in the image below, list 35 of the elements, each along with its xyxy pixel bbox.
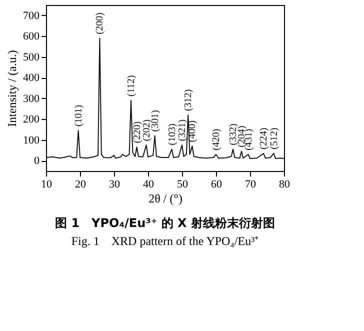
- x-tick-label: 50: [177, 178, 188, 190]
- text: Fig. 1 XRD pattern of the YPO₄/Eu³⁺: [71, 234, 259, 248]
- y-tick-label: 700: [23, 10, 40, 22]
- y-tick-label: 0: [34, 155, 40, 168]
- annotation: (200): [94, 12, 106, 34]
- y-tick-label: 500: [23, 51, 40, 64]
- text: 图 1 YPO₄/Eu³⁺ 的 X 射线粉末衍射图: [55, 216, 275, 230]
- y-tick-label: 400: [23, 72, 40, 84]
- annotation: (112): [126, 75, 137, 96]
- line-series: [46, 38, 284, 160]
- y-axis-title: Intensity / (a.u.): [5, 50, 19, 127]
- x-tick-label: 30: [109, 178, 120, 190]
- annotation: (332): [228, 124, 239, 146]
- x-axis-title: 2θ / (°): [148, 192, 182, 206]
- annotation: (202): [141, 119, 152, 142]
- annotation: (101): [73, 104, 84, 127]
- annotation: (103): [166, 124, 178, 146]
- annotation: (301): [150, 110, 161, 132]
- y-tick-label: 600: [23, 30, 40, 43]
- y-tick-label: 200: [23, 114, 40, 126]
- x-tick-label: 60: [211, 178, 222, 190]
- annotation: (312): [183, 89, 194, 111]
- y-tick-label: 100: [23, 134, 40, 146]
- annotation: (431): [243, 128, 254, 150]
- annotation: (224): [258, 128, 270, 150]
- y-tick-label: 300: [23, 92, 40, 105]
- x-tick-label: 20: [75, 178, 86, 190]
- x-tick-label: 40: [143, 178, 154, 190]
- x-tick-label: 70: [245, 178, 256, 190]
- x-tick-label: 10: [41, 178, 52, 190]
- annotation: (220): [132, 121, 143, 144]
- x-tick-label: 80: [279, 178, 290, 190]
- annotation: (512): [268, 128, 280, 150]
- annotation: (420): [211, 128, 222, 150]
- annotation: (321): [177, 119, 188, 142]
